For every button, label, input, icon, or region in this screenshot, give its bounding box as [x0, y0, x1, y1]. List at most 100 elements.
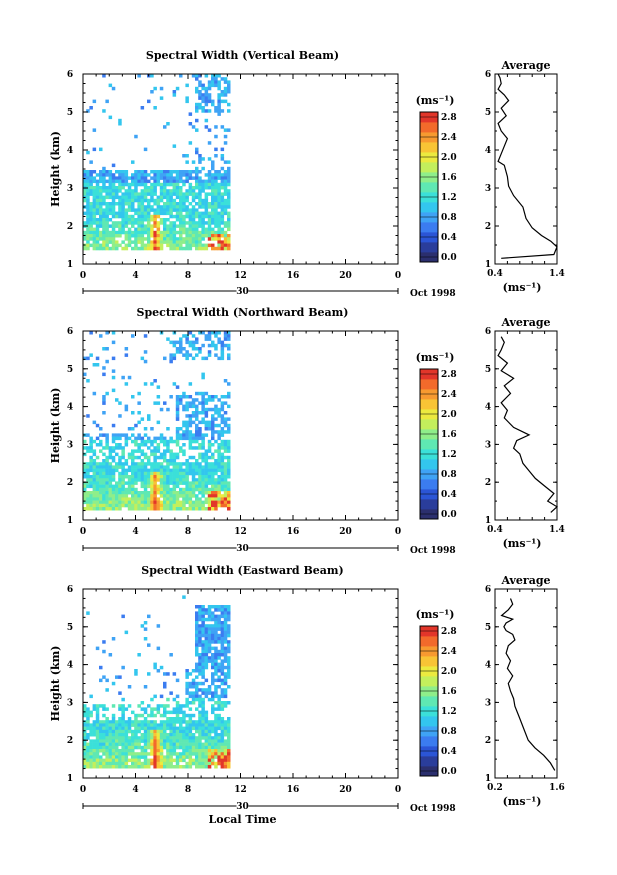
- heatmap-cell: [188, 723, 193, 727]
- heatmap-cell: [220, 459, 225, 463]
- heatmap-cell: [86, 221, 90, 225]
- heatmap-cell: [143, 176, 148, 180]
- heatmap-cell: [188, 401, 193, 405]
- heatmap-cell: [150, 208, 154, 212]
- heatmap-cell: [207, 471, 212, 476]
- heatmap-cell: [172, 93, 177, 97]
- heatmap-cell: [159, 439, 164, 444]
- heatmap-cell: [195, 745, 199, 750]
- heatmap-cell: [191, 414, 196, 418]
- heatmap-cell: [179, 234, 183, 238]
- heatmap-cell: [223, 745, 228, 750]
- heatmap-cell: [227, 343, 231, 348]
- heatmap-cell: [185, 481, 189, 485]
- x-tick-label: 8: [185, 271, 191, 281]
- heatmap-cell: [207, 205, 212, 209]
- heatmap-cell: [204, 221, 209, 225]
- heatmap-cell: [217, 198, 221, 203]
- heatmap-cell: [134, 729, 138, 734]
- heatmap-cell: [182, 240, 186, 244]
- heatmap-cell: [99, 729, 103, 734]
- heatmap-cell: [198, 471, 202, 476]
- heatmap-cell: [105, 224, 109, 228]
- heatmap-cell: [195, 106, 199, 110]
- heatmap-cell: [201, 218, 205, 222]
- heatmap-cell: [182, 736, 186, 740]
- heatmap-cell: [191, 471, 196, 476]
- heatmap-cell: [217, 627, 221, 631]
- heatmap-cell: [223, 198, 228, 203]
- heatmap-cell: [227, 500, 231, 505]
- heatmap-cell: [127, 182, 132, 187]
- heatmap-cell: [83, 720, 87, 724]
- heatmap-cell: [163, 507, 167, 511]
- heatmap-cell: [220, 624, 225, 628]
- heatmap-cell: [198, 605, 202, 609]
- heatmap-cell: [108, 449, 113, 453]
- heatmap-cell: [156, 227, 161, 232]
- heatmap-cell: [220, 733, 225, 737]
- heatmap-cell: [163, 455, 167, 460]
- heatmap-cell: [220, 417, 225, 421]
- heatmap-cell: [223, 331, 228, 335]
- heatmap-cell: [172, 452, 177, 457]
- heatmap-cell: [105, 179, 109, 184]
- heatmap-cell: [195, 478, 199, 482]
- heatmap-cell: [175, 186, 180, 190]
- heatmap-cell: [172, 500, 177, 505]
- heatmap-cell: [140, 707, 145, 711]
- heatmap-cell: [111, 455, 116, 460]
- heatmap-cell: [207, 420, 212, 425]
- heatmap-cell: [195, 195, 199, 200]
- heatmap-cell: [214, 752, 218, 756]
- heatmap-cell: [198, 701, 202, 705]
- heatmap-cell: [211, 497, 215, 501]
- heatmap-cell: [86, 189, 90, 193]
- heatmap-cell: [179, 704, 183, 708]
- heatmap-cell: [182, 729, 186, 734]
- heatmap-cell: [121, 745, 125, 750]
- heatmap-cell: [185, 414, 189, 418]
- heatmap-cell: [163, 449, 167, 453]
- heatmap-cell: [127, 500, 132, 505]
- heatmap-cell: [166, 208, 170, 212]
- heatmap-cell: [89, 230, 93, 235]
- heatmap-cell: [115, 452, 119, 457]
- heatmap-cell: [131, 765, 135, 769]
- heatmap-cell: [198, 491, 202, 495]
- heatmap-cell: [118, 446, 122, 450]
- heatmap-cell: [163, 465, 167, 469]
- heatmap-cell: [89, 503, 93, 508]
- heatmap-cell: [201, 640, 205, 644]
- heatmap-cell: [153, 214, 157, 219]
- heatmap-cell: [204, 478, 209, 482]
- heatmap-cell: [147, 205, 151, 209]
- heatmap-cell: [227, 423, 231, 428]
- heatmap-cell: [137, 503, 141, 508]
- heatmap-cell: [223, 720, 228, 724]
- heatmap-cell: [118, 691, 122, 695]
- heatmap-cell: [131, 475, 135, 479]
- heatmap-cell: [166, 446, 170, 450]
- heatmap-cell: [207, 202, 212, 206]
- heatmap-cell: [134, 755, 138, 759]
- heatmap-cell: [211, 723, 215, 727]
- heatmap-cell: [185, 745, 189, 750]
- heatmap-cell: [153, 218, 157, 222]
- heatmap-cell: [147, 224, 151, 228]
- heatmap-cell: [182, 481, 186, 485]
- heatmap-cell: [207, 83, 212, 88]
- heatmap-cell: [188, 240, 193, 244]
- heatmap-cell: [220, 77, 225, 81]
- heatmap-cell: [204, 186, 209, 190]
- heatmap-cell: [227, 646, 231, 651]
- heatmap-cell: [191, 462, 196, 466]
- heatmap-cell: [211, 662, 215, 667]
- heatmap-cell: [153, 707, 157, 711]
- heatmap-cell: [102, 503, 106, 508]
- heatmap-cell: [185, 491, 189, 495]
- heatmap-cell: [227, 395, 231, 399]
- heatmap-cell: [214, 77, 218, 81]
- heatmap-cell: [159, 729, 164, 734]
- heatmap-cell: [220, 653, 225, 657]
